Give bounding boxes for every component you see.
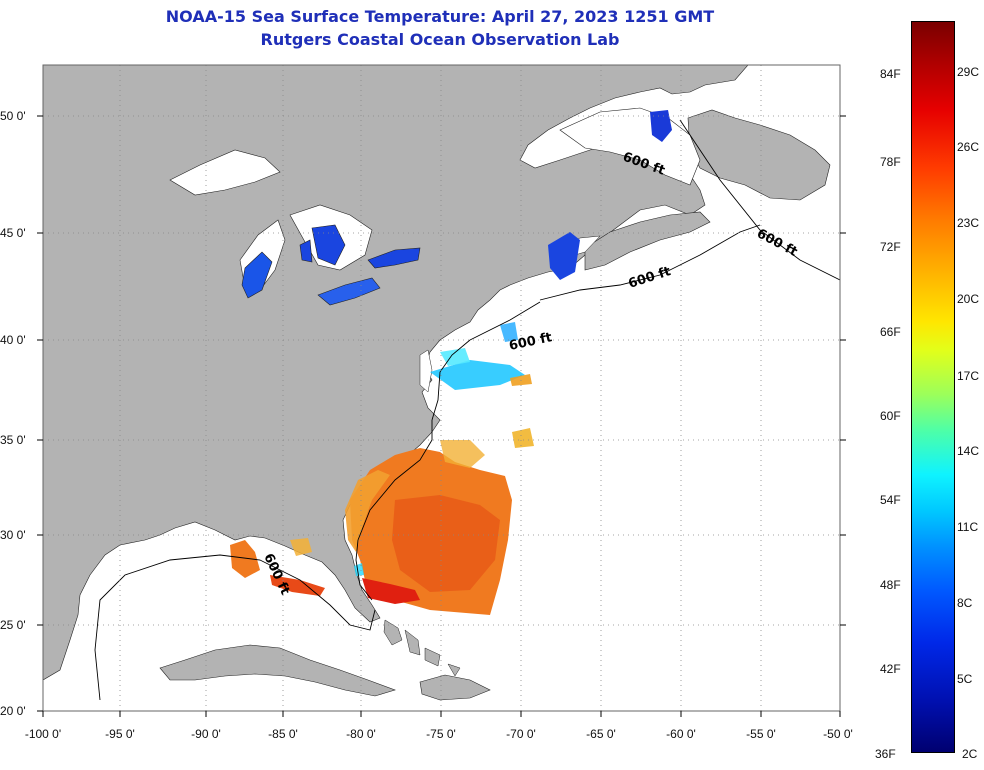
land-hispaniola	[419, 674, 491, 701]
colorbar-c-label: 11C	[957, 520, 979, 534]
lat-label: 45 0'	[0, 226, 26, 240]
colorbar-c-label: 14C	[957, 444, 980, 458]
colorbar-f-label: 54F	[880, 493, 901, 507]
lon-label: -65 0'	[586, 727, 616, 741]
lon-label: -55 0'	[746, 727, 776, 741]
land-cuba	[159, 644, 396, 697]
great-lakes	[169, 149, 421, 306]
colorbar-f-label: 48F	[880, 578, 901, 592]
temperature-colorbar	[911, 21, 955, 753]
colorbar-c-label: 20C	[957, 292, 980, 306]
land-nova-scotia	[584, 211, 711, 271]
lat-label: 30 0'	[0, 528, 26, 542]
land-bahamas	[383, 619, 461, 677]
lon-label: -100 0'	[25, 727, 61, 741]
lon-label: -75 0'	[426, 727, 456, 741]
colorbar-c-label: 29C	[957, 65, 980, 79]
colorbar-c-label: 23C	[957, 216, 980, 230]
land-newfoundland	[687, 109, 831, 201]
isobath-contours	[94, 119, 840, 701]
map-title: NOAA-15 Sea Surface Temperature: April 2…	[165, 7, 715, 26]
sst-map: 50 0' 45 0' 40 0' 35 0' 30 0' 25 0' 20 0…	[0, 64, 853, 741]
lat-label: 35 0'	[0, 433, 26, 447]
inland-water-blue-north	[650, 110, 672, 142]
lon-label: -80 0'	[346, 727, 376, 741]
lat-label: 25 0'	[0, 618, 26, 632]
lat-label: 40 0'	[0, 333, 26, 347]
lon-label: -90 0'	[191, 727, 221, 741]
colorbar-f-label: 66F	[880, 325, 901, 339]
colorbar-c-label: 5C	[957, 672, 973, 686]
land-north-america	[43, 65, 749, 681]
colorbar-c-label: 17C	[957, 369, 980, 383]
lon-label: -60 0'	[666, 727, 696, 741]
inland-water-blue	[548, 232, 580, 280]
map-subtitle: Rutgers Coastal Ocean Observation Lab	[260, 30, 620, 49]
sst-data	[230, 322, 534, 615]
lon-label: -95 0'	[105, 727, 135, 741]
colorbar-c-label: 26C	[957, 140, 980, 154]
colorbar-c-label: 2C	[962, 747, 978, 761]
colorbar-f-label: 84F	[880, 67, 901, 81]
colorbar-f-label: 78F	[880, 155, 901, 169]
lon-label: -50 0'	[823, 727, 853, 741]
lon-label: -70 0'	[506, 727, 536, 741]
lon-label: -85 0'	[268, 727, 298, 741]
colorbar-c-label: 8C	[957, 596, 973, 610]
colorbar-f-label: 36F	[875, 747, 896, 761]
colorbar-f-label: 60F	[880, 409, 901, 423]
colorbar-f-label: 72F	[880, 240, 901, 254]
lat-label: 50 0'	[0, 109, 26, 123]
chesapeake-bay	[419, 349, 433, 393]
lat-label: 20 0'	[0, 704, 26, 718]
colorbar-f-label: 42F	[880, 662, 901, 676]
